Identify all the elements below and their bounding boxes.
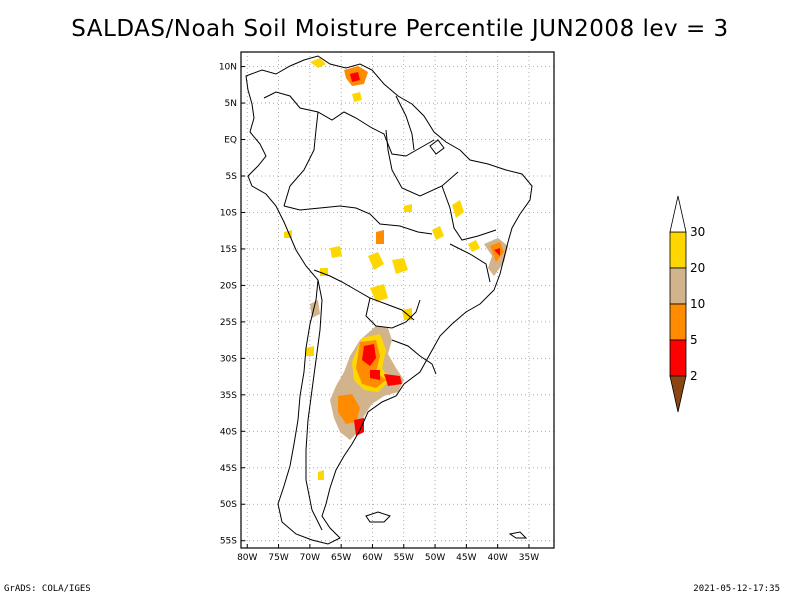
lat-tick-label: 20S — [220, 281, 237, 291]
lon-tick-label: 55W — [394, 553, 414, 563]
lat-tick-label: 10N — [219, 63, 237, 73]
data-patch — [468, 240, 480, 252]
colorbar-label: 30 — [690, 225, 705, 239]
colorbar-top-arrow — [669, 195, 687, 233]
colorbar-label: 20 — [690, 261, 705, 275]
lon-tick-label: 40W — [487, 553, 507, 563]
colorbar: 2 5 10 20 30 — [669, 195, 705, 413]
colorbar-segment — [669, 267, 687, 305]
lat-tick-label: 50S — [220, 500, 237, 510]
lon-tick-label: 60W — [362, 553, 382, 563]
axis-ticks: 80W 75W 70W 65W 60W 55W 50W 45W 40W 35W 10N 5N EQ 5S 1… — [219, 63, 539, 563]
country-border — [391, 339, 437, 375]
colorbar-bottom-arrow — [669, 375, 687, 413]
percentile-shading — [284, 58, 508, 480]
island-outline — [365, 511, 391, 523]
lat-tick-label: 25S — [220, 318, 237, 328]
data-patch — [376, 230, 384, 244]
data-patch — [362, 344, 376, 366]
colorbar-segment — [669, 303, 687, 341]
colorbar-label: 5 — [690, 333, 698, 347]
lat-tick-label: 35S — [220, 391, 237, 401]
footer-timestamp: 2021-05-12-17:35 — [693, 584, 780, 594]
data-patch — [370, 284, 388, 302]
lat-tick-label: 45S — [220, 464, 237, 474]
country-border — [441, 185, 497, 241]
page-title: SALDAS/Noah Soil Moisture Percentile JUN… — [71, 16, 729, 42]
data-patch — [452, 200, 464, 218]
country-border — [263, 91, 435, 157]
country-border — [313, 269, 415, 321]
colorbar-label: 10 — [690, 297, 705, 311]
data-patch — [318, 470, 324, 480]
lon-tick-label: 80W — [237, 553, 257, 563]
country-border — [283, 205, 433, 235]
country-border — [305, 279, 323, 531]
lat-tick-label: 10S — [220, 208, 237, 218]
island-outline — [508, 531, 528, 539]
map-frame — [240, 51, 555, 549]
data-patch — [352, 92, 362, 102]
lon-tick-label: 45W — [456, 553, 476, 563]
data-patch — [338, 394, 360, 424]
lon-tick-label: 75W — [268, 553, 288, 563]
data-patch — [384, 374, 402, 386]
colorbar-label: 2 — [690, 369, 698, 383]
lon-tick-label: 65W — [331, 553, 351, 563]
country-border — [365, 297, 421, 329]
data-patch — [354, 418, 364, 436]
lat-tick-label: 15S — [220, 245, 237, 255]
country-border — [395, 95, 415, 151]
data-patch — [306, 346, 314, 356]
lat-tick-label: 30S — [220, 354, 237, 364]
data-patch — [392, 258, 408, 274]
data-patch — [404, 204, 412, 212]
data-patch — [368, 252, 384, 270]
data-patch — [432, 226, 444, 240]
lat-tick-label: 55S — [220, 537, 237, 547]
lon-tick-label: 70W — [300, 553, 320, 563]
island-outline — [429, 139, 445, 155]
colorbar-segment — [669, 339, 687, 377]
coastlines-and-borders — [245, 55, 533, 545]
data-patch — [370, 370, 380, 380]
data-patch — [330, 246, 342, 258]
footer-credit: GrADS: COLA/IGES — [4, 584, 91, 594]
continent-outline — [245, 55, 533, 545]
lat-tick-label: 5N — [225, 99, 237, 109]
country-border — [283, 111, 319, 207]
grid-lines — [241, 52, 554, 548]
lon-tick-label: 50W — [425, 553, 445, 563]
lat-tick-label: EQ — [224, 136, 237, 146]
data-patch — [310, 58, 326, 68]
data-patch — [494, 248, 500, 256]
country-border — [449, 243, 491, 283]
data-patch — [350, 72, 360, 82]
lat-tick-label: 5S — [226, 172, 238, 182]
lon-tick-label: 35W — [519, 553, 539, 563]
lat-tick-label: 40S — [220, 427, 237, 437]
colorbar-segment — [669, 231, 687, 269]
